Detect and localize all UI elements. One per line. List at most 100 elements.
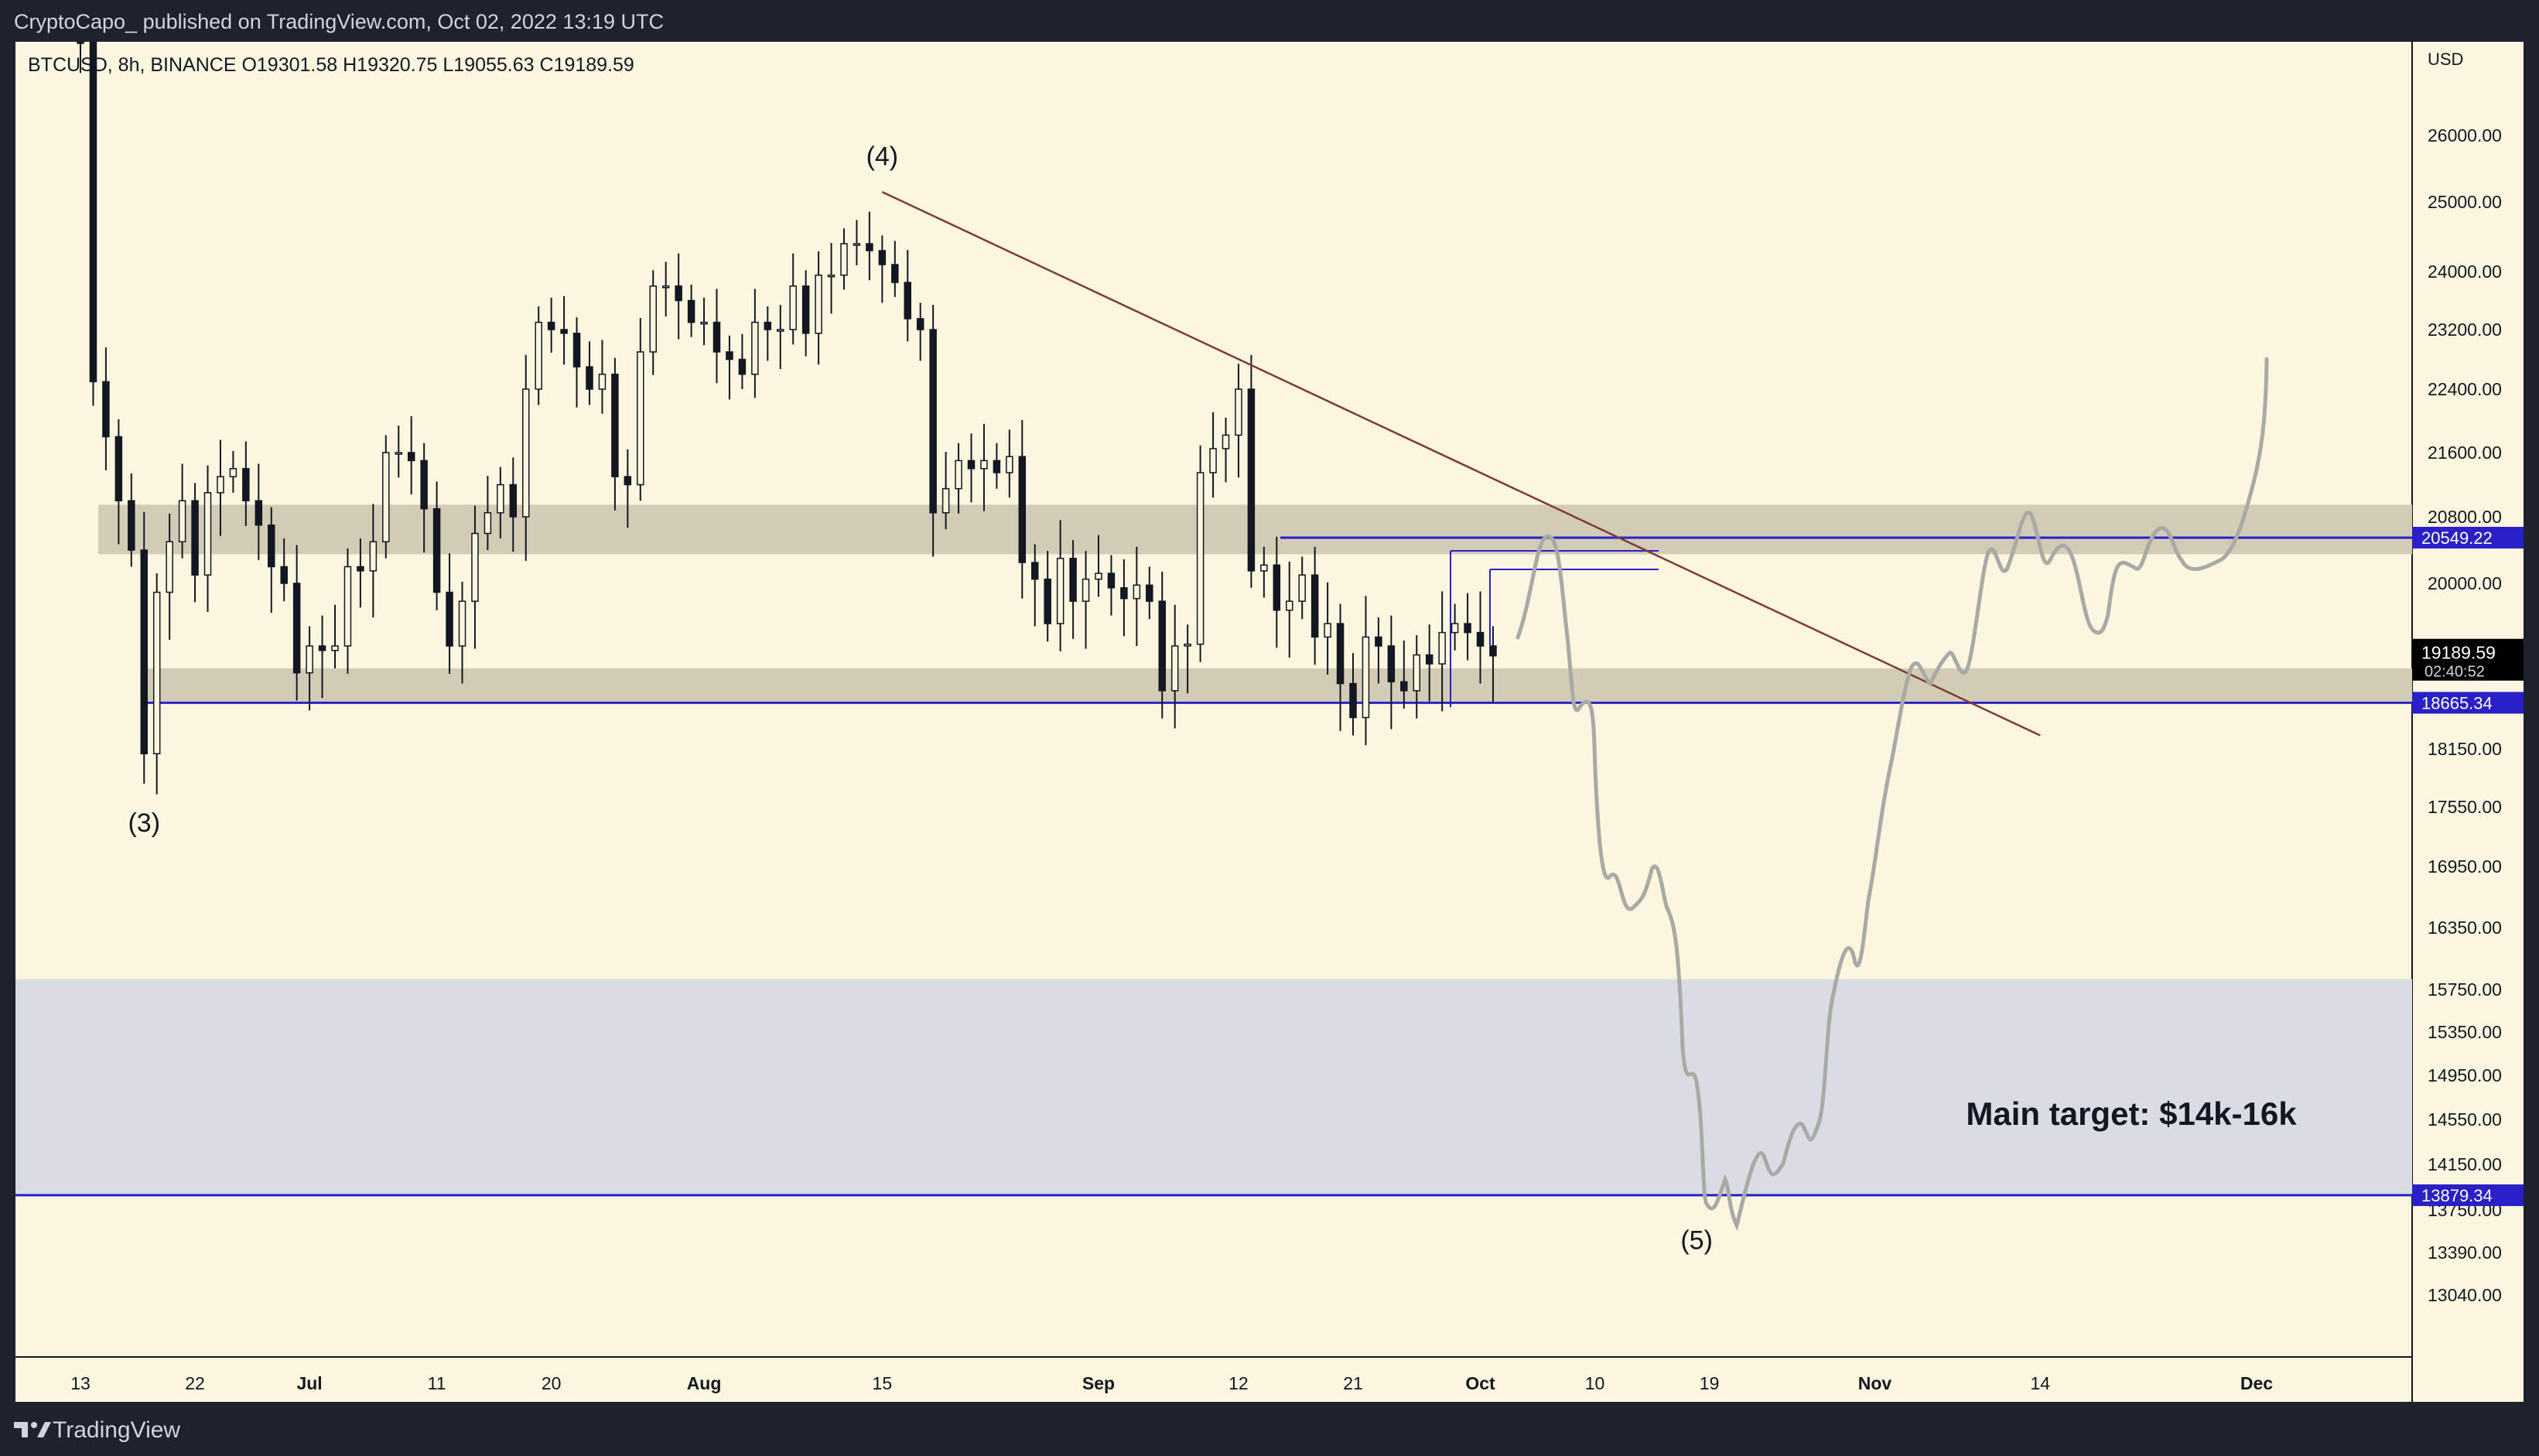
- price-tick-label: 17550.00: [2428, 797, 2502, 817]
- candle-body: [967, 460, 976, 470]
- time-tick-label: Dec: [2240, 1373, 2273, 1393]
- candle-body: [941, 487, 950, 514]
- price-level-tag-label: 18665.34: [2421, 693, 2493, 713]
- candle-body: [382, 452, 390, 542]
- candle-body: [1451, 623, 1459, 634]
- candle-body: [229, 468, 237, 477]
- candle-body: [560, 329, 568, 334]
- candle-body: [1387, 645, 1396, 682]
- wave-label: (5): [1680, 1225, 1713, 1255]
- candle-body: [509, 484, 518, 518]
- candle-body: [1044, 578, 1051, 624]
- candle-body: [878, 250, 887, 265]
- candle-body: [801, 285, 810, 334]
- candle-body: [1209, 448, 1217, 473]
- price-tick-label: 13040.00: [2428, 1285, 2502, 1305]
- candle-body: [152, 591, 161, 754]
- candle-body: [292, 583, 301, 674]
- candle-body: [255, 500, 263, 526]
- candle-body: [471, 532, 479, 602]
- time-tick-label: 10: [1585, 1373, 1605, 1393]
- candle-body: [1107, 572, 1116, 589]
- time-tick-label: 21: [1343, 1373, 1363, 1393]
- tradingview-brand-text: TradingView: [53, 1417, 181, 1443]
- candle-body: [1362, 636, 1370, 719]
- candle-body: [1438, 631, 1446, 665]
- candle-body: [624, 476, 632, 486]
- price-tick-label: 22400.00: [2428, 379, 2502, 399]
- price-tick-label: 26000.00: [2428, 125, 2502, 145]
- candle-body: [102, 381, 110, 438]
- candle-body: [661, 285, 670, 289]
- candle-body: [497, 484, 504, 514]
- candle-body: [1095, 572, 1102, 580]
- candle-body: [522, 388, 530, 518]
- candle-body: [140, 549, 148, 754]
- price-level-tag: [2412, 1184, 2524, 1206]
- candle-body: [318, 645, 326, 651]
- chart-frame[interactable]: (3) (4) (5) Main target: $14k-16k USD 26000.0…: [15, 42, 2524, 1402]
- candle-body: [1336, 623, 1345, 685]
- candle-body: [77, 42, 84, 44]
- candle-body: [1235, 388, 1242, 436]
- candle-body: [407, 452, 415, 462]
- candle-body: [929, 329, 937, 514]
- candle-body: [891, 264, 899, 283]
- candle-body: [1056, 558, 1064, 624]
- candle-body: [178, 500, 186, 542]
- footer-bar: TradingView: [0, 1402, 2539, 1456]
- candle-body: [395, 452, 402, 455]
- price-chart[interactable]: (3) (4) (5) Main target: $14k-16k USD 26000.0…: [15, 42, 2524, 1402]
- candle-body: [547, 321, 555, 330]
- candle-body: [853, 243, 861, 246]
- price-tick-label: 18150.00: [2428, 739, 2502, 759]
- candle-body: [572, 333, 581, 367]
- candle-body: [840, 243, 848, 276]
- price-tick-label: 16350.00: [2428, 918, 2502, 938]
- candle-body: [649, 285, 657, 353]
- candle-body: [1184, 643, 1191, 647]
- candle-body: [789, 285, 797, 330]
- candle-body: [1324, 623, 1331, 638]
- candle-body: [916, 318, 924, 330]
- price-level-tag-label: 20549.22: [2421, 528, 2493, 548]
- price-level-tag-label: 13879.34: [2421, 1186, 2493, 1205]
- candle-body: [1146, 584, 1153, 602]
- time-tick-label: 13: [70, 1373, 91, 1393]
- price-tick-label: 15350.00: [2428, 1022, 2502, 1042]
- candle-body: [331, 645, 339, 651]
- time-tick-label: Oct: [1465, 1373, 1495, 1393]
- publisher-bar: CryptoCapo_ published on TradingView.com…: [0, 0, 2539, 42]
- candle-body: [777, 329, 784, 332]
- target-zone: [15, 979, 2412, 1195]
- candle-body: [357, 566, 364, 572]
- candle-body: [1489, 645, 1497, 657]
- candle-body: [1273, 564, 1281, 611]
- candle-body: [268, 525, 275, 568]
- candle-body: [343, 566, 352, 647]
- candle-body: [217, 476, 224, 494]
- candle-body: [1006, 456, 1013, 473]
- candle-body: [1158, 600, 1166, 692]
- candle-body: [955, 460, 962, 490]
- time-tick-label: 12: [1228, 1373, 1249, 1393]
- candle-body: [1018, 456, 1027, 563]
- countdown-label: 02:40:52: [2425, 664, 2485, 681]
- published-text: CryptoCapo_ published on TradingView.com…: [14, 10, 664, 33]
- candle-body: [611, 374, 619, 477]
- candle-body: [1120, 587, 1128, 600]
- candle-body: [446, 591, 453, 647]
- support-zone: [147, 668, 2412, 702]
- time-tick-label: Nov: [1858, 1373, 1892, 1393]
- price-tick-label: 20800.00: [2428, 507, 2502, 527]
- candle-body: [993, 460, 1001, 473]
- main-target-annotation: Main target: $14k-16k: [1966, 1095, 2297, 1132]
- candle-body: [1260, 564, 1268, 572]
- candle-body: [242, 468, 250, 501]
- candle-body: [306, 645, 313, 674]
- candle-body: [980, 460, 988, 470]
- candle-body: [1476, 631, 1485, 647]
- price-tick-label: 20000.00: [2428, 573, 2502, 593]
- candle-body: [166, 541, 173, 593]
- candle-body: [700, 321, 708, 325]
